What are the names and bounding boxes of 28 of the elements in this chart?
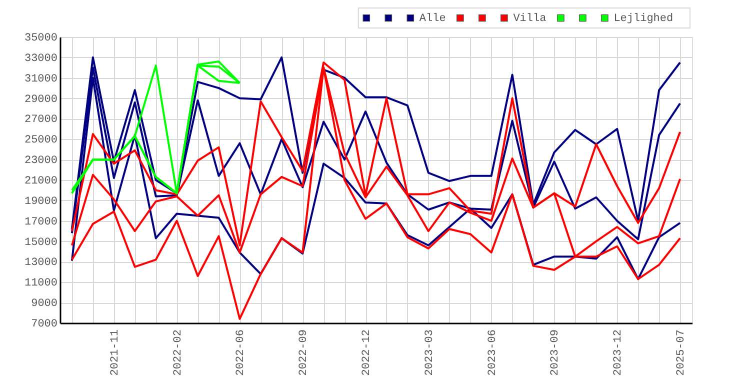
x-tick-label: 2023-03 (424, 330, 436, 376)
y-tick-label: 31000 (24, 73, 58, 86)
legend-label: Lejlighed (614, 13, 674, 25)
y-tick-label: 25000 (24, 134, 58, 147)
legend-label: Alle (419, 13, 446, 25)
x-tick-label: 2023-06 (486, 330, 499, 376)
y-tick-label: 15000 (24, 236, 58, 249)
x-tick-label: 2022-12 (361, 330, 374, 376)
y-tick-label: 23000 (24, 155, 58, 168)
x-tick-label: 2022-02 (172, 330, 184, 376)
y-tick-label: 13000 (24, 257, 58, 270)
x-tick-label: 2025-07 (676, 330, 688, 376)
y-tick-label: 17000 (24, 216, 58, 228)
y-tick-label: 29000 (24, 94, 58, 106)
y-tick-label: 35000 (24, 32, 58, 44)
y-tick-label: 21000 (24, 176, 58, 188)
x-tick-label: 2022-06 (235, 330, 248, 376)
x-tick-label: 2021-11 (109, 329, 122, 376)
y-tick-label: 9000 (31, 298, 58, 310)
y-tick-label: 27000 (24, 114, 58, 126)
y-tick-label: 7000 (31, 318, 58, 330)
x-tick-label: 2022-09 (298, 330, 310, 376)
x-tick-label: 2023-12 (612, 330, 625, 376)
y-tick-label: 33000 (24, 52, 58, 65)
y-tick-label: 19000 (24, 196, 58, 208)
legend-label: Villa (513, 13, 547, 25)
x-tick-label: 2023-09 (550, 330, 562, 376)
y-tick-label: 11000 (24, 278, 58, 290)
